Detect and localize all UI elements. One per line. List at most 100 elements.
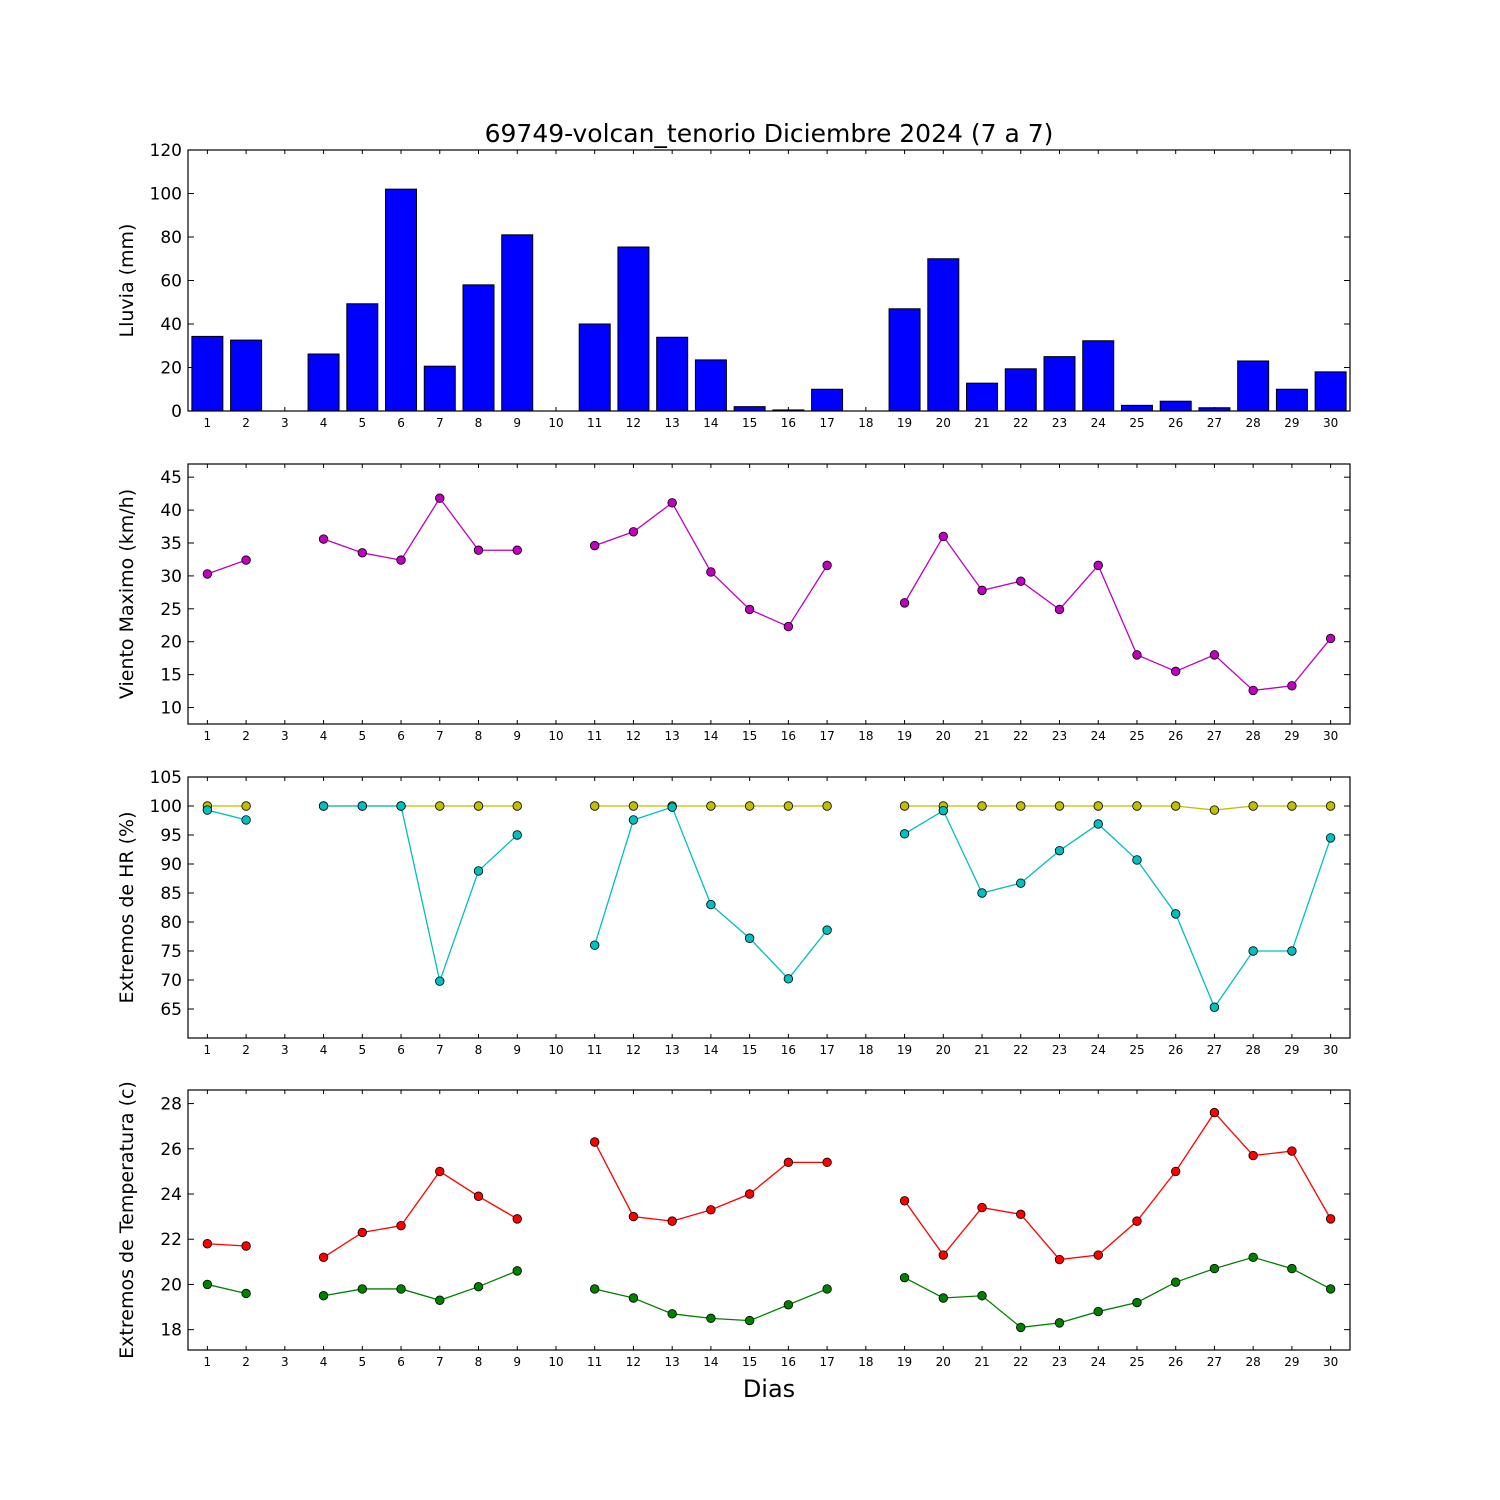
x-tick-label: 15 [742, 1355, 757, 1369]
series-1-point-day-17 [822, 1157, 832, 1168]
series-2-point-day-28 [1248, 946, 1258, 956]
y-tick-label: 18 [160, 1321, 182, 1341]
series-1-point-day-27 [1209, 650, 1220, 660]
plot-frame [187, 463, 1351, 725]
series-1-point-day-17 [822, 801, 832, 811]
series-2-point-day-4 [318, 801, 329, 811]
x-tick-label: 25 [1129, 416, 1144, 430]
series-1-line [594, 501, 828, 628]
x-tick-label: 3 [281, 416, 289, 430]
series-1-point-day-4 [318, 534, 329, 544]
series-1-point-day-27 [1209, 805, 1220, 815]
x-tick-label: 19 [897, 416, 912, 430]
x-tick-label: 10 [548, 729, 563, 743]
y-tick-label: 120 [150, 141, 182, 161]
series-1-point-day-14 [706, 801, 716, 811]
series-2-point-day-16 [783, 1300, 794, 1310]
series-1-point-day-16 [783, 1157, 794, 1168]
series-1-point-day-22 [1016, 1209, 1026, 1220]
x-tick-label: 22 [1013, 1043, 1028, 1057]
plot-frame [187, 1089, 1351, 1351]
bar-day-14 [694, 359, 727, 412]
x-tick-label: 11 [587, 1355, 602, 1369]
x-tick-label: 15 [742, 1043, 757, 1057]
x-tick-label: 6 [397, 729, 405, 743]
x-tick-label: 1 [204, 729, 212, 743]
series-1-point-day-9 [512, 545, 522, 555]
bar-day-22 [1004, 368, 1037, 412]
series-1-point-day-27 [1209, 1107, 1220, 1118]
x-tick-label: 1 [204, 1355, 212, 1369]
x-tick-label: 26 [1168, 416, 1183, 430]
series-1-point-day-12 [628, 801, 639, 811]
x-tick-label: 2 [242, 729, 250, 743]
y-tick-label: 65 [160, 1000, 182, 1020]
series-1-point-day-22 [1016, 801, 1026, 811]
x-tick-label: 15 [742, 729, 757, 743]
series-1-point-day-25 [1132, 1216, 1142, 1226]
series-1-line [207, 559, 247, 575]
bar-day-8 [462, 284, 495, 412]
series-1-point-day-22 [1016, 576, 1026, 586]
series-1-point-day-8 [473, 1191, 484, 1201]
x-tick-label: 29 [1284, 729, 1299, 743]
series-2-point-day-2 [241, 1288, 251, 1299]
x-tick-label: 16 [781, 1355, 796, 1369]
x-tick-label: 14 [703, 416, 718, 430]
x-tick-label: 5 [358, 1043, 366, 1057]
y-tick-label: 90 [160, 855, 182, 875]
series-2-point-day-29 [1287, 946, 1297, 956]
x-tick-label: 28 [1246, 1043, 1261, 1057]
series-2-point-day-9 [512, 830, 522, 840]
series-2-point-day-8 [473, 866, 484, 876]
x-tick-label: 4 [320, 1043, 328, 1057]
series-2-line [904, 809, 1332, 1009]
x-tick-label: 30 [1323, 416, 1338, 430]
series-1-point-day-9 [512, 801, 522, 811]
series-2-point-day-15 [744, 1315, 755, 1326]
x-tick-label: 9 [513, 1355, 521, 1369]
plot-frame [187, 149, 1351, 412]
y-tick-label: 30 [160, 567, 182, 587]
x-tick-label: 12 [626, 1355, 641, 1369]
x-tick-label: 20 [936, 1043, 951, 1057]
x-tick-label: 9 [513, 1043, 521, 1057]
series-1-point-day-8 [473, 545, 484, 555]
x-tick-label: 5 [358, 729, 366, 743]
series-2-point-day-6 [396, 1284, 406, 1294]
series-2-point-day-21 [977, 1291, 987, 1301]
x-tick-label: 13 [665, 416, 680, 430]
bar-day-12 [617, 246, 650, 412]
series-2-point-day-4 [318, 1291, 329, 1301]
panel-4: Extremos de Temperatura (c) 1820222426281… [116, 1081, 1351, 1369]
series-1-line [904, 805, 1331, 811]
x-tick-label: 21 [974, 1355, 989, 1369]
x-tick-label: 14 [703, 729, 718, 743]
y-tick-label: 80 [160, 228, 182, 248]
x-tick-label: 20 [936, 1355, 951, 1369]
series-1-point-day-23 [1054, 604, 1065, 615]
series-1-point-day-24 [1093, 1250, 1103, 1260]
series-2-line [904, 1256, 1331, 1329]
bar-day-21 [966, 382, 999, 412]
series-2-point-day-7 [435, 976, 445, 986]
x-tick-label: 27 [1207, 729, 1222, 743]
series-2-point-day-23 [1054, 1318, 1065, 1328]
y-tick-label: 105 [150, 768, 182, 788]
series-2-point-day-11 [590, 940, 600, 950]
plot-frame [187, 776, 1351, 1039]
series-1-point-day-21 [977, 1202, 987, 1213]
x-tick-label: 6 [397, 416, 405, 430]
chart-title: 69749-volcan_tenorio Diciembre 2024 (7 a… [485, 119, 1054, 148]
x-tick-label: 9 [513, 416, 521, 430]
series-2-point-day-13 [667, 1309, 677, 1319]
y-tick-label: 25 [160, 600, 182, 620]
series-1-point-day-26 [1170, 801, 1181, 811]
series-1-point-day-26 [1170, 1166, 1181, 1177]
x-tick-label: 21 [974, 1043, 989, 1057]
x-tick-label: 23 [1052, 729, 1067, 743]
series-1-point-day-25 [1132, 801, 1142, 811]
x-tick-label: 22 [1013, 729, 1028, 743]
